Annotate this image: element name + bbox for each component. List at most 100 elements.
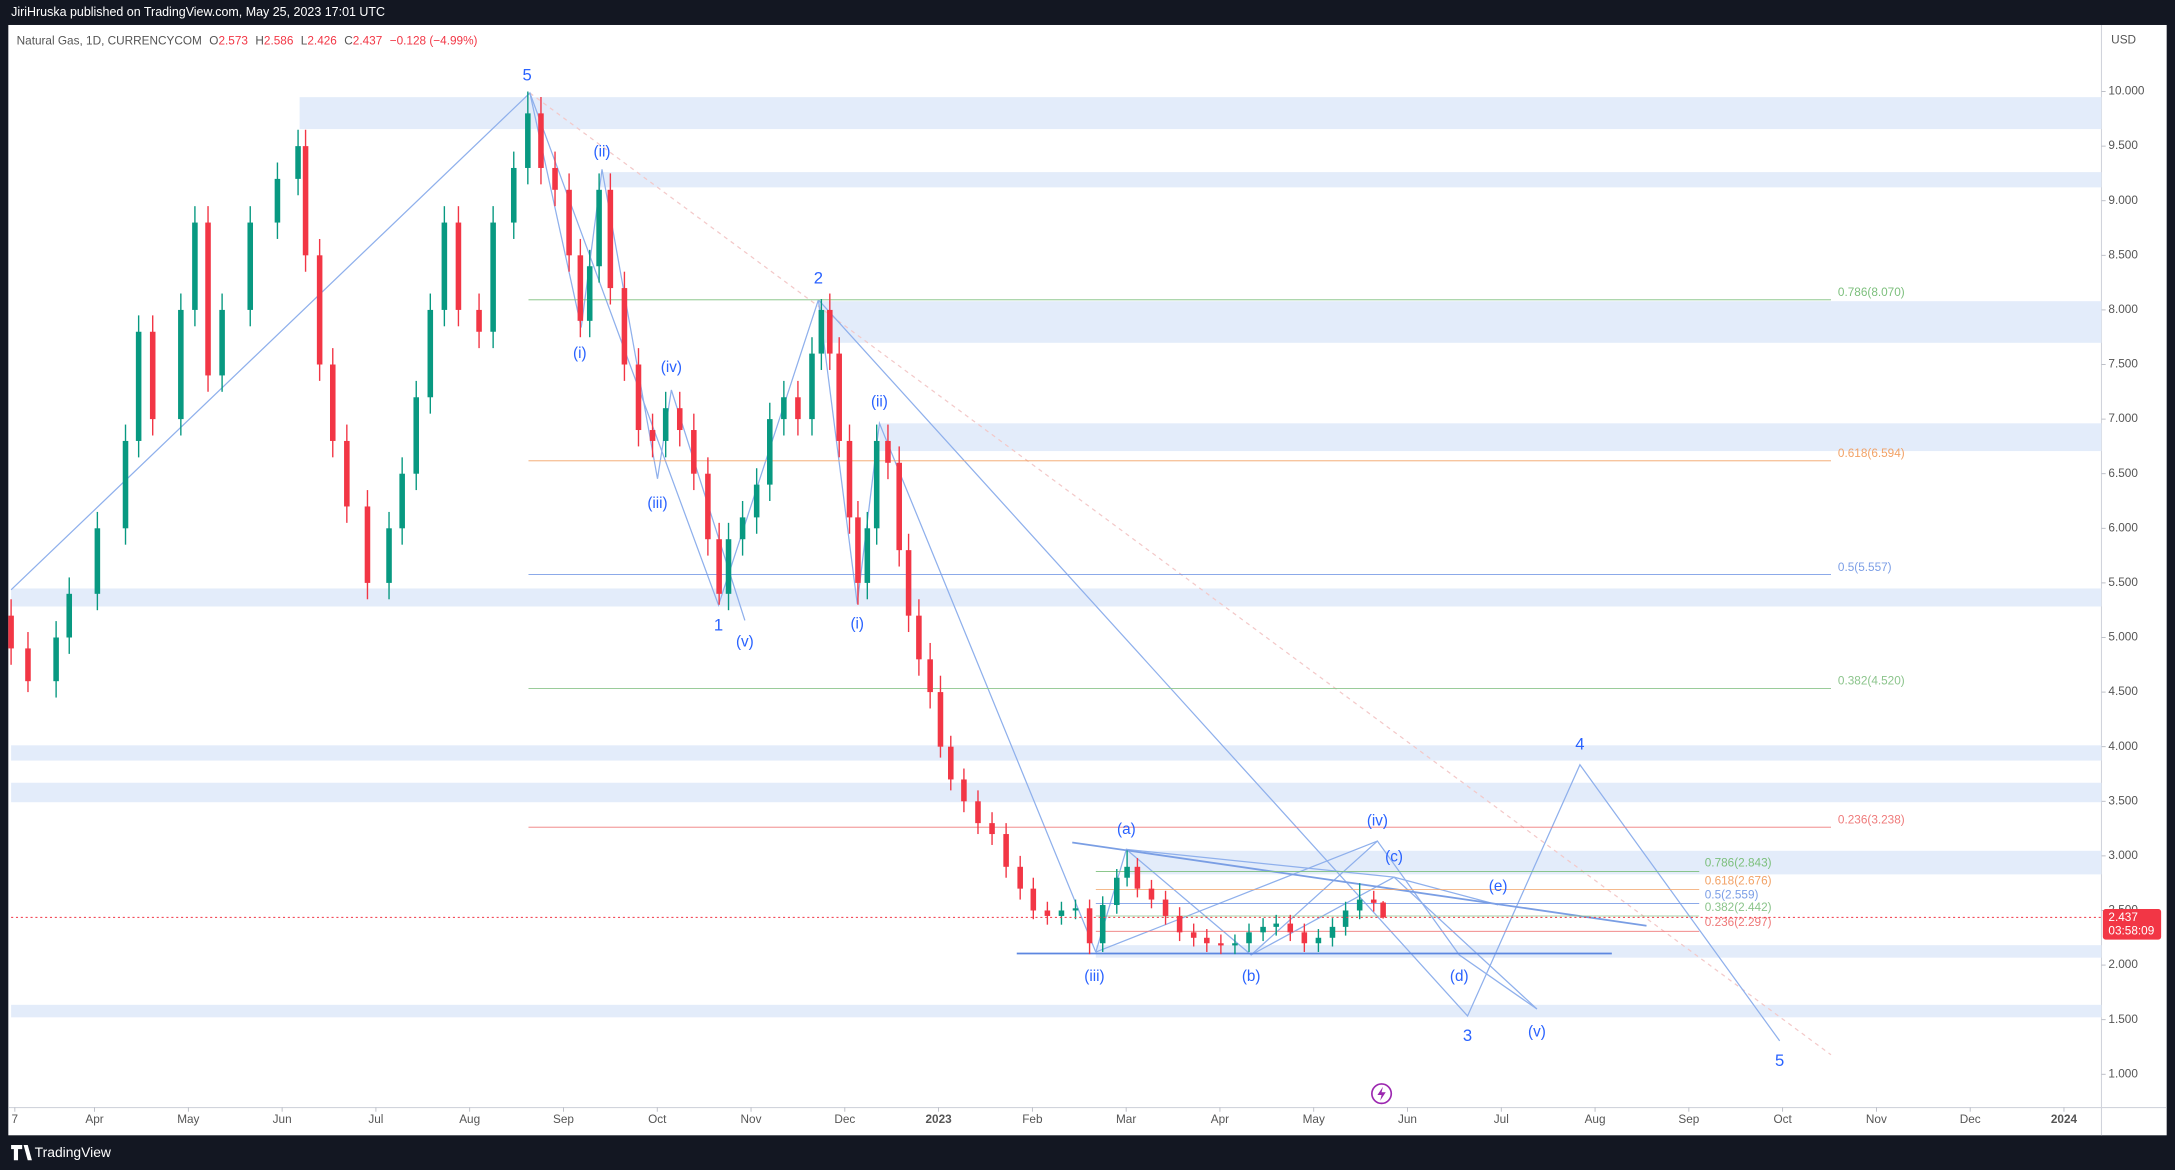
candle-body	[846, 440, 853, 518]
wave-label: (ii)	[871, 394, 888, 411]
y-tick-label: 9.000	[2108, 194, 2138, 207]
legend-value: 2.573	[218, 35, 248, 48]
candle-body	[566, 189, 572, 256]
candle-body	[1356, 899, 1363, 911]
candle-body	[836, 353, 842, 441]
x-tick-label: Oct	[648, 1113, 667, 1126]
wave-label: (iii)	[647, 495, 667, 512]
candle-body	[1246, 932, 1252, 944]
legend-value: 2.426	[307, 35, 337, 48]
candle-body	[329, 364, 336, 441]
y-tick-label: 3.000	[2108, 849, 2138, 862]
candle-body	[676, 408, 683, 431]
wave-label: 1	[714, 615, 723, 634]
y-tick-label: 8.500	[2108, 248, 2138, 261]
candle-body	[386, 528, 392, 583]
wave-label: 3	[1463, 1026, 1472, 1045]
brand: TradingView	[35, 1144, 112, 1160]
price-tag-countdown: 03:58:09	[2108, 924, 2154, 937]
legend-value: 2.437	[353, 35, 382, 48]
candle-body	[427, 309, 434, 398]
zone	[299, 97, 2102, 130]
zone	[600, 172, 2102, 188]
candle-body	[1162, 899, 1169, 916]
candle-body	[596, 189, 602, 267]
candle-body	[577, 255, 584, 321]
fib-label: 0.236(3.238)	[1838, 813, 1905, 826]
candle-body	[989, 823, 995, 835]
y-tick-label: 8.000	[2108, 303, 2138, 316]
candle-body	[905, 550, 912, 616]
candle-body	[302, 146, 309, 256]
candle-body	[1114, 877, 1120, 906]
candle-body	[937, 692, 944, 747]
candle-body	[855, 517, 861, 583]
wave-label: (a)	[1117, 821, 1136, 838]
events-icon[interactable]	[1371, 1083, 1393, 1105]
fib-label: 0.618(6.594)	[1838, 447, 1905, 460]
y-tick-label: 1.000	[2108, 1067, 2138, 1080]
candle-body	[691, 430, 697, 474]
candle-body	[927, 659, 933, 693]
candle-body	[476, 309, 482, 332]
candle-body	[1072, 908, 1079, 911]
candle-body	[316, 255, 323, 365]
wave-label: (v)	[1528, 1024, 1546, 1041]
candle-body	[1380, 902, 1386, 918]
fib-label: 0.786(8.070)	[1838, 286, 1905, 299]
candle-body	[413, 397, 420, 474]
candle-body	[552, 167, 558, 190]
legend-value: 2.586	[264, 35, 294, 48]
wave-line	[817, 299, 1781, 1042]
y-tick-label: 2.000	[2108, 958, 2138, 971]
y-tick-label: 3.500	[2108, 794, 2138, 807]
publisher: JiriHruska published on TradingView.com,…	[11, 5, 385, 19]
x-tick-label: Jun	[1398, 1113, 1417, 1126]
zones	[11, 97, 2102, 1018]
x-tick-label: Jun	[273, 1113, 292, 1126]
wave-label: (d)	[1450, 968, 1469, 985]
candle-body	[1273, 923, 1279, 927]
candle-body	[344, 440, 350, 507]
fib-label: 0.382(2.442)	[1705, 901, 1772, 914]
fib-label: 0.382(4.520)	[1838, 675, 1905, 688]
wave-label: 4	[1575, 735, 1584, 754]
candle-body	[896, 462, 902, 551]
legend-symbol: Natural Gas, 1D, CURRENCYCOM	[17, 35, 202, 48]
candle-body	[635, 364, 642, 431]
wave-label: 5	[522, 66, 531, 85]
candle-body	[1030, 888, 1037, 911]
legend-key: O	[209, 35, 218, 48]
wave-label: (v)	[736, 634, 754, 651]
x-tick-label: Nov	[1866, 1113, 1887, 1126]
y-tick-label: 10.000	[2108, 85, 2144, 98]
wave-line	[1095, 840, 1378, 953]
price-tag-value: 2.437	[2108, 911, 2137, 924]
candle-body	[1134, 866, 1141, 889]
candle-body	[149, 331, 156, 420]
wave-line	[529, 92, 1097, 953]
candle-body	[873, 440, 880, 529]
candle-body	[219, 309, 225, 376]
x-tick-label: Nov	[741, 1113, 762, 1126]
fib-label: 0.618(2.676)	[1705, 874, 1772, 887]
x-tick-label: May	[1303, 1113, 1325, 1126]
candle-body	[916, 615, 922, 660]
candle-body	[1017, 866, 1023, 889]
zone	[1126, 850, 2102, 875]
candle-body	[510, 167, 517, 223]
wave-label: (ii)	[594, 144, 611, 161]
legend: Natural Gas, 1D, CURRENCYCOM O2.573 H2.5…	[17, 35, 478, 48]
x-tick-label: Dec	[1960, 1113, 1981, 1126]
candle-body	[364, 506, 371, 583]
candle-body	[490, 222, 496, 332]
candle-body	[705, 473, 711, 540]
candle-body	[53, 637, 59, 682]
fib-label: 0.5(2.559)	[1705, 888, 1759, 901]
x-tick-label: 2024	[2051, 1113, 2078, 1126]
candle-body	[1190, 932, 1197, 938]
candle-body	[1099, 905, 1106, 944]
candle-body	[441, 222, 448, 310]
